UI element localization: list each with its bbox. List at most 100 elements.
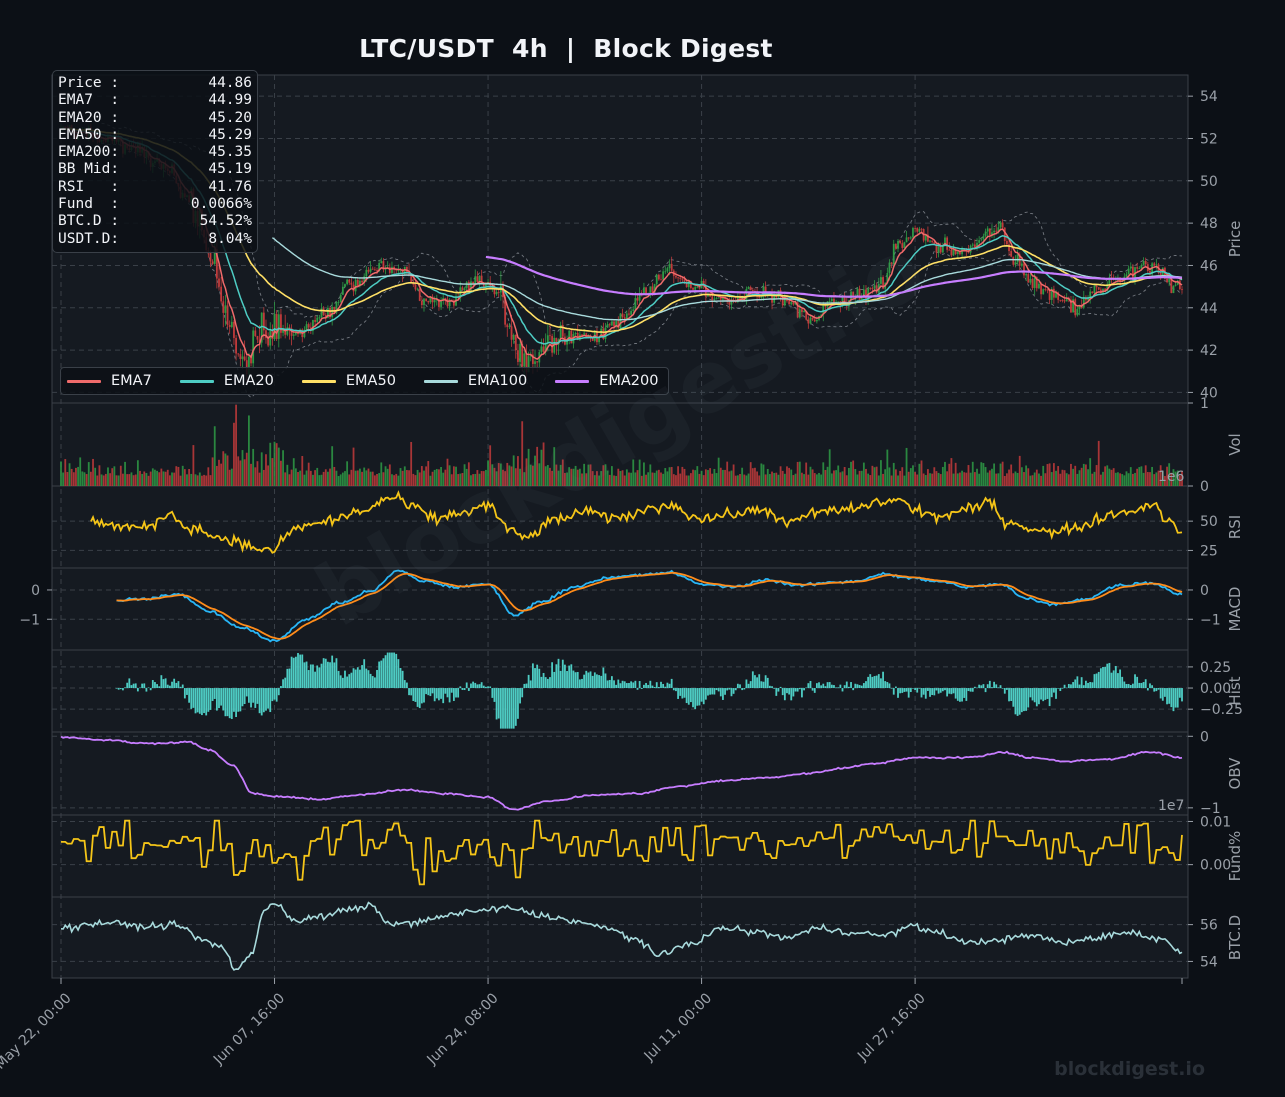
- candle-body: [833, 298, 835, 304]
- candle-body: [871, 288, 874, 290]
- candle-body: [218, 278, 220, 287]
- hist-bar: [1025, 688, 1028, 711]
- volume-bar: [771, 471, 773, 486]
- candle-body: [916, 228, 919, 232]
- candle-body: [354, 279, 357, 292]
- candle-body: [675, 276, 677, 278]
- candle-body: [1070, 299, 1072, 313]
- hist-bar: [643, 684, 645, 689]
- volume-bar: [341, 472, 344, 486]
- candle-body: [1144, 260, 1147, 265]
- hist-bar: [1102, 666, 1104, 689]
- volume-bar: [651, 472, 654, 486]
- volume-bar: [75, 467, 77, 486]
- volume-bar: [538, 463, 541, 486]
- hist-bar: [478, 684, 481, 689]
- volume-bar: [288, 474, 291, 486]
- volume-bar: [248, 415, 250, 486]
- hist-bar: [862, 683, 865, 689]
- candle-body: [1095, 285, 1098, 288]
- hist-bar: [309, 664, 312, 689]
- hist-bar: [1042, 688, 1045, 702]
- hist-bar: [728, 688, 731, 690]
- candle-body: [239, 354, 242, 359]
- hist-bar: [408, 688, 410, 696]
- hist-bar: [207, 688, 210, 712]
- volume-bar: [621, 470, 624, 486]
- volume-bar: [897, 475, 899, 486]
- volume-bar: [643, 462, 645, 486]
- y-tick-label: 54: [1200, 954, 1218, 970]
- volume-bar: [698, 473, 701, 486]
- hist-bar: [779, 686, 782, 689]
- volume-bar: [1042, 465, 1045, 486]
- candle-body: [333, 307, 336, 313]
- hist-bar: [865, 681, 867, 689]
- hist-bar: [918, 688, 921, 689]
- hist-bar: [920, 688, 923, 698]
- volume-bar: [89, 471, 92, 486]
- hist-bar: [826, 682, 829, 689]
- volume-bar: [728, 471, 731, 486]
- volume-bar: [1151, 466, 1154, 486]
- hist-bar: [950, 688, 953, 695]
- hist-bar: [414, 688, 417, 702]
- volume-bar: [177, 466, 180, 486]
- hist-bar: [837, 687, 840, 689]
- volume-bar: [959, 472, 961, 486]
- volume-bar: [668, 467, 671, 486]
- volume-bar: [899, 470, 902, 486]
- volume-bar: [85, 474, 88, 486]
- hist-bar: [1016, 688, 1019, 716]
- candle-body: [1181, 289, 1183, 290]
- volume-bar: [450, 474, 453, 486]
- volume-bar: [130, 472, 133, 486]
- hist-bar: [218, 688, 220, 709]
- candle-body: [677, 277, 679, 279]
- volume-bar: [416, 469, 419, 486]
- volume-bar: [905, 447, 908, 486]
- volume-bar: [1078, 470, 1081, 486]
- volume-bar: [149, 471, 152, 486]
- candle-body: [572, 334, 575, 344]
- candle-body: [1040, 283, 1042, 295]
- hist-bar: [294, 656, 297, 689]
- hist-bar: [557, 658, 560, 689]
- candle-body: [997, 227, 1000, 232]
- candle-body: [446, 299, 449, 307]
- hist-bar: [606, 680, 609, 689]
- volume-bar: [72, 472, 75, 486]
- y-tick-label: 0.00: [1200, 681, 1231, 697]
- hist-bar: [711, 688, 714, 695]
- volume-bar: [636, 470, 639, 486]
- hist-bar: [160, 675, 163, 689]
- candle-body: [549, 335, 551, 337]
- hist-bar: [1067, 684, 1070, 689]
- hist-bar: [401, 670, 404, 689]
- volume-bar: [192, 445, 195, 486]
- volume-bar: [442, 472, 445, 486]
- volume-bar: [230, 468, 233, 486]
- hist-bar: [1168, 688, 1171, 704]
- hist-bar: [233, 688, 235, 712]
- candle-body: [713, 298, 716, 301]
- candle-body: [506, 324, 509, 328]
- hist-bar: [608, 679, 611, 689]
- volume-bar: [965, 472, 968, 486]
- volume-bar: [218, 459, 220, 486]
- hist-bar: [461, 688, 464, 690]
- candle-body: [1099, 289, 1102, 293]
- y-tick-label: 46: [1200, 258, 1218, 274]
- volume-bar: [888, 467, 891, 486]
- volume-bar: [591, 471, 594, 486]
- hist-bar: [739, 684, 741, 689]
- volume-bar: [329, 468, 331, 486]
- volume-bar: [719, 467, 722, 486]
- legend-swatch: [179, 379, 214, 383]
- panel-hist: [51, 649, 1189, 733]
- hist-bar: [651, 685, 654, 689]
- panel-macd: [51, 567, 1189, 651]
- candle-body: [1012, 256, 1015, 265]
- candle-body: [666, 268, 669, 272]
- candle-body: [1065, 298, 1068, 302]
